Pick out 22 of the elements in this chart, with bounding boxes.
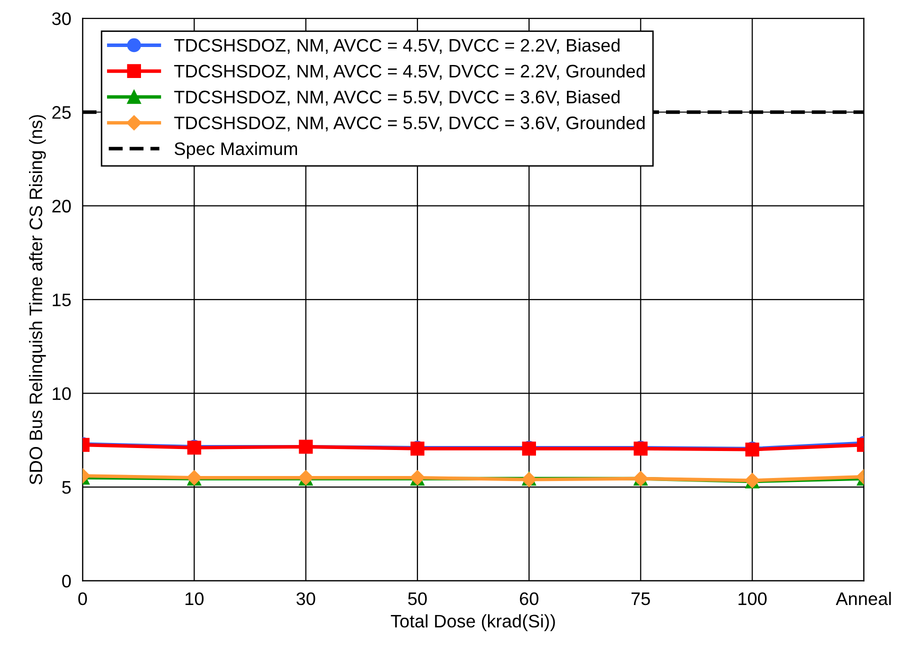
y-axis-title: SDO Bus Relinquish Time after CS Rising (ns): [29, 115, 46, 484]
x-tick-label: Anneal: [836, 592, 891, 606]
legend-label: TDCSHSDOZ, NM, AVCC = 4.5V, DVCC = 2.2V, Biased: [174, 38, 620, 54]
y-tick-label: 25: [52, 106, 71, 119]
x-tick-label: 0: [78, 592, 87, 606]
legend-label: TDCSHSDOZ, NM, AVCC = 4.5V, DVCC = 2.2V, Grounded: [174, 64, 645, 80]
y-tick-label: 0: [62, 574, 71, 588]
legend-label: TDCSHSDOZ, NM, AVCC = 5.5V, DVCC = 3.6V, Biased: [174, 90, 620, 106]
x-tick-label: 60: [520, 592, 538, 606]
y-tick-label: 15: [52, 294, 71, 306]
y-tick-label: 10: [52, 387, 71, 400]
legend-label: Spec Maximum: [174, 142, 297, 159]
y-tick-label: 5: [62, 481, 71, 494]
x-axis-title: Total Dose (krad(Si)): [390, 614, 555, 632]
x-tick-label: 75: [632, 592, 650, 606]
x-tick-label: 100: [738, 592, 767, 606]
x-tick-label: 30: [296, 592, 316, 606]
legend-label: TDCSHSDOZ, NM, AVCC = 5.5V, DVCC = 3.6V, Grounded: [174, 116, 645, 132]
x-tick-label: 10: [186, 592, 204, 606]
y-tick-label: 20: [52, 200, 71, 213]
y-tick-label: 30: [52, 12, 71, 26]
x-tick-label: 50: [408, 592, 427, 606]
